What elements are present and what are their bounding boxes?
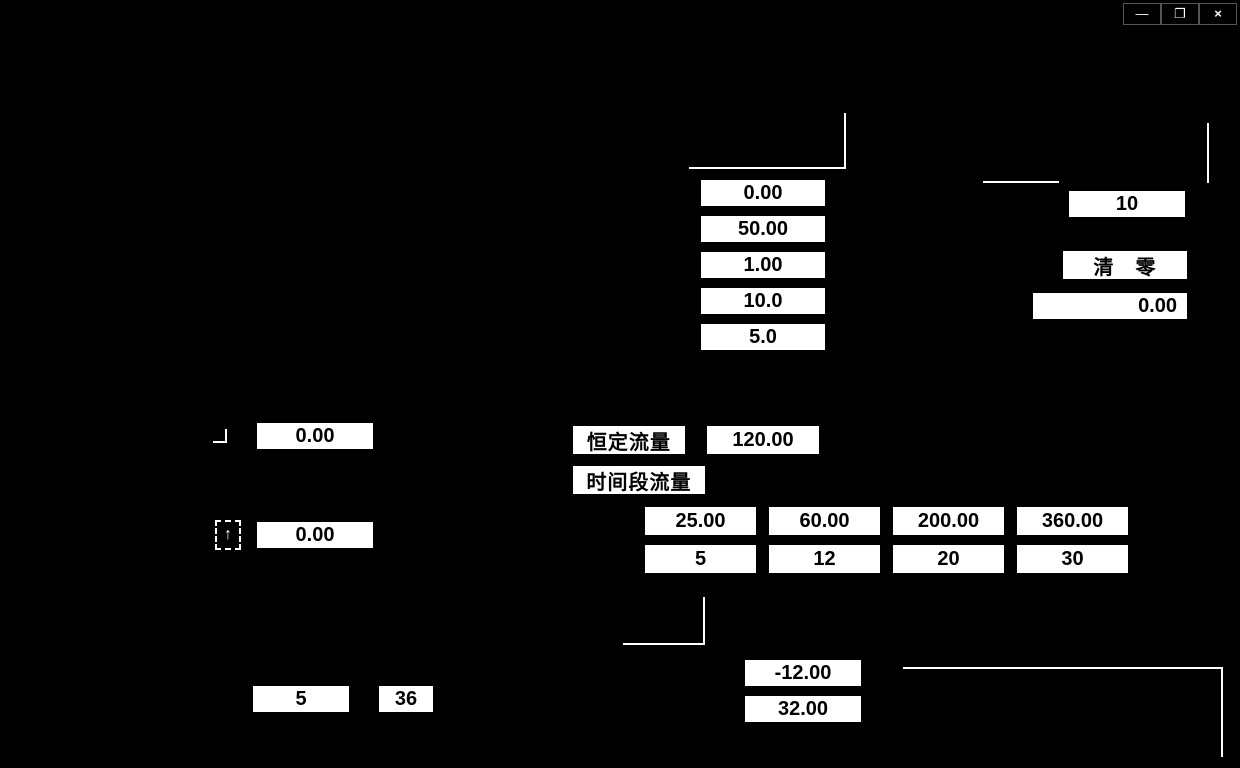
flow-r2-c2[interactable]: 12 (767, 543, 882, 575)
bracket-line (983, 181, 1059, 183)
tick (225, 429, 227, 443)
tick (213, 441, 225, 443)
param-field-1[interactable]: 0.00 (699, 178, 827, 208)
bottom-left-2[interactable]: 36 (377, 684, 435, 714)
segment-flow-label: 时间段流量 (571, 464, 707, 496)
bracket-line (703, 597, 705, 645)
flow-r1-c1[interactable]: 25.00 (643, 505, 758, 537)
clear-button[interactable]: 清 零 (1061, 249, 1189, 281)
param-field-4[interactable]: 10.0 (699, 286, 827, 316)
titlebar: — ❐ × (1123, 3, 1237, 25)
bottom-right-2[interactable]: 32.00 (743, 694, 863, 724)
constant-flow-label: 恒定流量 (571, 424, 687, 456)
constant-flow-value[interactable]: 120.00 (705, 424, 821, 456)
bracket-line (1207, 123, 1209, 183)
close-button[interactable]: × (1199, 3, 1237, 25)
bottom-right-1[interactable]: -12.00 (743, 658, 863, 688)
up-arrow-icon[interactable]: ↑ (215, 520, 241, 550)
flow-r2-c3[interactable]: 20 (891, 543, 1006, 575)
bracket-line (903, 667, 1223, 669)
left-readout-2[interactable]: 0.00 (255, 520, 375, 550)
flow-r2-c4[interactable]: 30 (1015, 543, 1130, 575)
param-field-3[interactable]: 1.00 (699, 250, 827, 280)
minimize-button[interactable]: — (1123, 3, 1161, 25)
flow-r2-c1[interactable]: 5 (643, 543, 758, 575)
flow-r1-c2[interactable]: 60.00 (767, 505, 882, 537)
param-field-5[interactable]: 5.0 (699, 322, 827, 352)
bracket-line (844, 113, 846, 169)
clear-value[interactable]: 0.00 (1031, 291, 1189, 321)
bracket-line (1221, 667, 1223, 757)
maximize-button[interactable]: ❐ (1161, 3, 1199, 25)
param-field-2[interactable]: 50.00 (699, 214, 827, 244)
right-top-value[interactable]: 10 (1067, 189, 1187, 219)
bracket-line (689, 167, 844, 169)
flow-r1-c4[interactable]: 360.00 (1015, 505, 1130, 537)
bracket-line (623, 643, 703, 645)
left-readout-1[interactable]: 0.00 (255, 421, 375, 451)
bottom-left-1[interactable]: 5 (251, 684, 351, 714)
flow-r1-c3[interactable]: 200.00 (891, 505, 1006, 537)
